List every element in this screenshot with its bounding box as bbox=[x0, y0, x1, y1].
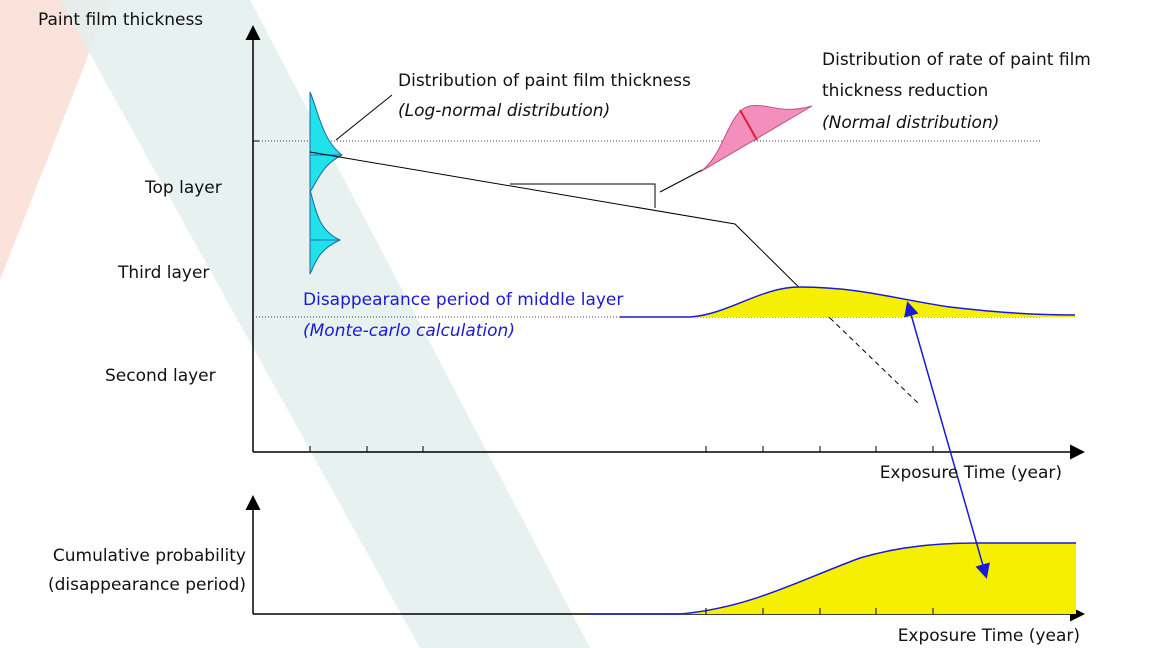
x-axis-label: Exposure Time (year) bbox=[898, 626, 1080, 646]
layer-label: Second layer bbox=[105, 366, 216, 386]
disappearance-curve bbox=[620, 286, 1076, 318]
slope-triangle bbox=[510, 183, 656, 208]
mean-line bbox=[739, 109, 758, 141]
layer-label: Top layer bbox=[144, 178, 222, 198]
bg-band bbox=[60, 0, 590, 648]
bg-band bbox=[0, 0, 110, 280]
thickness-line-dashed bbox=[829, 317, 921, 406]
annotation: Disappearance period of middle layer bbox=[303, 290, 623, 310]
leader-line bbox=[335, 94, 393, 141]
y-axis-label: Cumulative probability bbox=[53, 546, 246, 566]
annotation: Distribution of rate of paint film bbox=[822, 50, 1091, 70]
layer-label: Third layer bbox=[117, 263, 209, 283]
link-arrow bbox=[904, 301, 990, 579]
annotation: (Normal distribution) bbox=[822, 113, 999, 133]
x-axis-label: Exposure Time (year) bbox=[880, 463, 1062, 483]
ticks bbox=[705, 608, 934, 614]
annotation: (Log-normal distribution) bbox=[398, 101, 610, 121]
y-axis-label: (disappearance period) bbox=[48, 575, 246, 595]
annotation: (Monte-carlo calculation) bbox=[303, 321, 515, 341]
y-axis-label: Paint film thickness bbox=[38, 10, 203, 30]
annotation: Distribution of paint film thickness bbox=[398, 71, 691, 91]
ticks bbox=[253, 140, 934, 452]
annotation: thickness reduction bbox=[822, 81, 988, 101]
leader-line bbox=[659, 169, 703, 193]
cumulative-area bbox=[590, 543, 1076, 614]
